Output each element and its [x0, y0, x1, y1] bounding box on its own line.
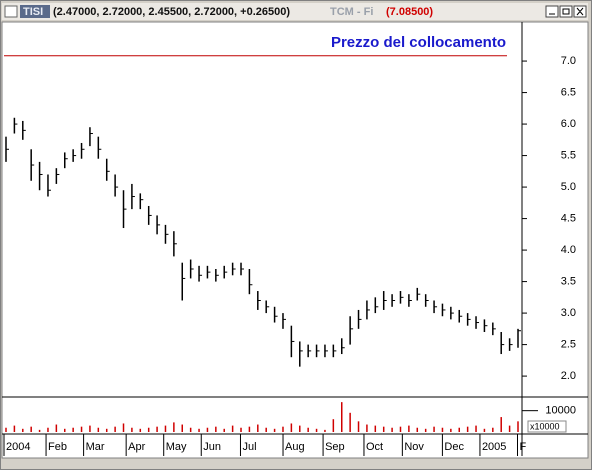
- button-glyphs: [549, 7, 584, 16]
- y-tick-label: 4.5: [561, 212, 576, 224]
- minimize-button[interactable]: [545, 5, 559, 18]
- x-tick-label: Sep: [325, 441, 345, 453]
- x-tick-label: Apr: [128, 441, 145, 453]
- y-tick-label: 4.0: [561, 244, 576, 256]
- y-tick-label: 5.0: [561, 181, 576, 193]
- x-tick-label: 2005: [482, 441, 506, 453]
- indicator-value: (7.08500): [386, 6, 433, 18]
- x-tick-label: May: [166, 441, 187, 453]
- x-tick-label: Jun: [203, 441, 221, 453]
- x-tick-label: F: [519, 441, 526, 453]
- volume-tick-label: 10000: [545, 405, 576, 417]
- y-tick-label: 6.5: [561, 86, 576, 98]
- volume-unit-box: [527, 420, 567, 433]
- y-tick-label: 5.5: [561, 149, 576, 161]
- y-tick-label: 2.5: [561, 339, 576, 351]
- y-tick-label: 3.0: [561, 307, 576, 319]
- x-tick-label: Oct: [366, 441, 383, 453]
- title-bar: [2, 3, 588, 20]
- x-tick-label: Mar: [86, 441, 105, 453]
- y-tick-label: 7.0: [561, 55, 576, 67]
- maximize-button[interactable]: [559, 5, 573, 18]
- x-tick-label: Nov: [404, 441, 424, 453]
- quote: (2.47000, 2.72000, 2.45500, 2.72000, +0.…: [53, 6, 290, 18]
- indicator: TCM - Fi: [330, 6, 373, 18]
- window-icon: [4, 5, 18, 18]
- x-tick-label: 2004: [6, 441, 30, 453]
- x-tick-label: Aug: [285, 441, 305, 453]
- x-tick-label: Jul: [242, 441, 256, 453]
- annotation: Prezzo del collocamento: [331, 34, 506, 51]
- y-tick-label: 3.5: [561, 275, 576, 287]
- symbol: TISI: [23, 6, 43, 18]
- x-tick-label: Dec: [444, 441, 464, 453]
- y-tick-label: 2.0: [561, 370, 576, 382]
- symbol-highlight: [20, 5, 50, 18]
- y-tick-label: 6.0: [561, 118, 576, 130]
- volume-unit: x10000: [530, 421, 560, 431]
- chart-area: [1, 21, 589, 459]
- x-tick-label: Feb: [48, 441, 67, 453]
